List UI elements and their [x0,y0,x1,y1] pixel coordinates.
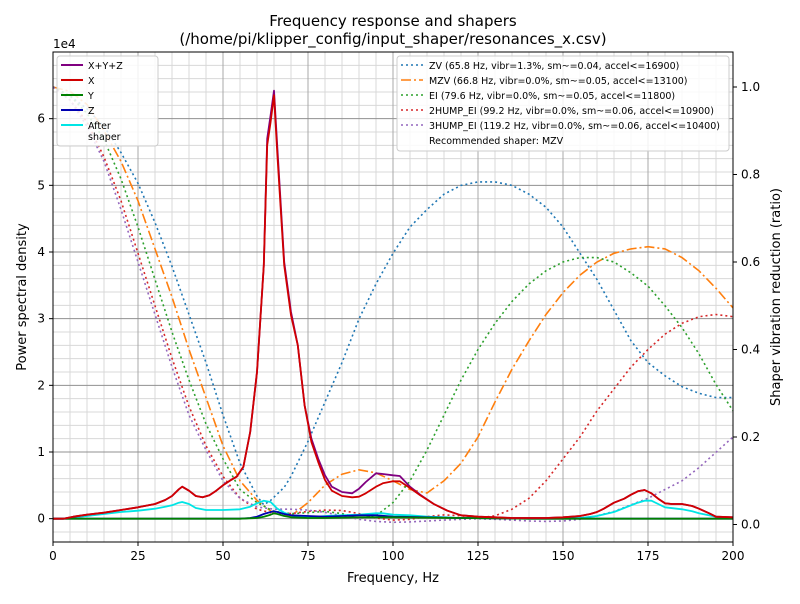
legend-psd-label: X [88,76,95,87]
legend-shaper-label: ZV (65.8 Hz, vibr=1.3%, sm~=0.04, accel<… [429,61,679,72]
y-left-tick-label: 0 [37,512,45,526]
plot-frame [52,51,734,543]
y-axis-label-right: Shaper vibration reduction (ratio) [769,188,784,406]
shaper-line-2hump-ei [52,86,734,521]
grid [52,52,734,542]
legend-shapers: ZV (65.8 Hz, vibr=1.3%, sm~=0.04, accel<… [396,55,730,152]
legend-shaper-label: 2HUMP_EI (99.2 Hz, vibr=0.0%, sm~=0.06, … [429,106,714,117]
psd-line-x [53,94,734,520]
y-axis-label-left: Power spectral density [15,223,30,371]
x-tick-label: 75 [300,549,315,563]
x-tick-label: 150 [552,549,575,563]
y-left-tick-label: 4 [37,245,45,259]
legend-psd-label: X+Y+Z [88,61,123,72]
y-left-tick-label: 3 [37,312,45,326]
left-scale-label: 1e4 [53,37,76,51]
legend-shaper-label: EI (79.6 Hz, vibr=0.0%, sm~=0.05, accel<… [429,91,675,102]
shaper-line-ei [52,86,734,519]
legend-psd-label: Y [87,91,94,102]
shaper-line-zv [52,86,733,506]
y-right-tick-label: 0.2 [741,430,760,444]
legend-psd-label: After [88,121,111,132]
y-left-tick-label: 6 [37,112,45,126]
x-tick-label: 50 [215,549,230,563]
legend-psd-label: shaper [88,132,121,143]
legend-shapers-box [396,55,730,152]
legend-shaper-label: MZV (66.8 Hz, vibr=0.0%, sm~=0.05, accel… [429,76,688,87]
x-tick-label: 200 [722,549,745,563]
y-right-tick-label: 0.4 [741,343,760,357]
y-right-tick-label: 0.6 [741,255,760,269]
x-tick-label: 125 [467,549,490,563]
x-axis-label: Frequency, Hz [347,571,439,586]
y-left-tick-label: 5 [37,178,45,192]
legend-shaper-label: 3HUMP_EI (119.2 Hz, vibr=0.0%, sm~=0.06,… [429,121,720,132]
y-right-tick-label: 0.8 [741,168,760,182]
y-left-tick-label: 1 [37,445,45,459]
x-tick-label: 0 [49,549,57,563]
y-right-tick-label: 0.0 [741,518,760,532]
chart-title-line2: (/home/pi/klipper_config/input_shaper/re… [179,30,606,49]
y-right-tick-label: 1.0 [741,80,760,94]
psd-curves [53,89,734,520]
legend-psd-box [56,55,159,147]
chart-title-line1: Frequency response and shapers [269,12,517,30]
x-tick-label: 175 [637,549,660,563]
x-tick-label: 100 [382,549,405,563]
y-left-tick-label: 2 [37,378,45,392]
legend-psd-label: Z [88,106,95,117]
recommended-shaper-note: Recommended shaper: MZV [429,136,564,147]
x-tick-label: 25 [130,549,145,563]
axis-ticks: 0 25 50 75 100 125 150 175 200 0 1 2 3 4 5 6 0.0 0.2 0.4 0.… [37,80,760,563]
